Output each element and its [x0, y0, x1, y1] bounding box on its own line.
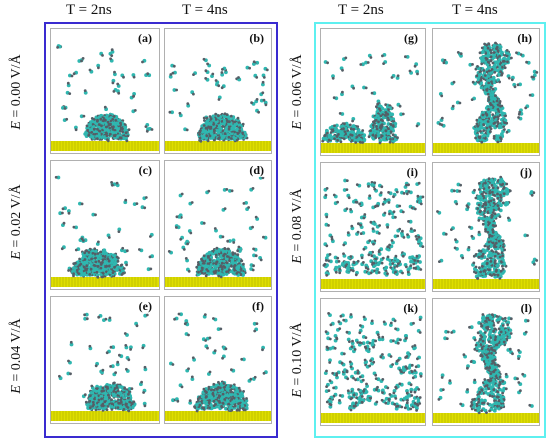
panel-letter: (e): [137, 299, 153, 313]
right-col-header-1: T = 2ns: [338, 2, 384, 18]
substrate-slab: [165, 141, 271, 151]
panel-j: (j): [432, 162, 540, 292]
field-value: = 0.04 V/Å: [9, 318, 24, 386]
panel-k: (k): [320, 298, 426, 426]
panel-g: (g): [320, 28, 426, 156]
field-symbol: E: [9, 385, 24, 394]
panel-letter: (i): [405, 165, 419, 179]
simulation-snapshot: [433, 175, 539, 289]
panel-c: (c): [50, 160, 160, 290]
field-value: = 0.02 V/Å: [9, 184, 24, 252]
substrate-slab: [321, 143, 425, 153]
left-figure-frame: [44, 22, 278, 438]
panel-letter: (k): [402, 301, 419, 315]
panel-letter: (h): [516, 31, 533, 45]
field-symbol: E: [9, 251, 24, 260]
simulation-snapshot: [51, 175, 159, 287]
substrate-slab: [321, 279, 425, 289]
simulation-snapshot: [433, 313, 539, 423]
panel-letter: (g): [403, 31, 419, 45]
left-col-header-2: T = 4ns: [182, 2, 228, 18]
panel-letter: (d): [248, 163, 265, 177]
substrate-slab: [433, 413, 539, 423]
panel-f: (f): [164, 296, 272, 424]
simulation-snapshot: [321, 312, 425, 423]
simulation-snapshot: [51, 312, 159, 421]
panel-letter: (j): [519, 165, 533, 179]
left-col-header-1: T = 2ns: [66, 2, 112, 18]
panel-e: (e): [50, 296, 160, 424]
substrate-slab: [321, 413, 425, 423]
panel-a: (a): [50, 28, 160, 154]
panel-letter: (f): [251, 299, 265, 313]
panel-i: (i): [320, 162, 426, 292]
field-symbol: E: [290, 389, 305, 398]
panel-b: (b): [164, 28, 272, 154]
panel-h: (h): [432, 28, 540, 156]
simulation-snapshot: [321, 53, 425, 153]
field-value: = 0.00 V/Å: [9, 54, 24, 122]
simulation-snapshot: [51, 44, 159, 151]
substrate-slab: [165, 411, 271, 421]
substrate-slab: [433, 279, 539, 289]
field-value: = 0.08 V/Å: [290, 188, 305, 256]
panel-letter: (l): [519, 301, 533, 315]
panel-d: (d): [164, 160, 272, 290]
panel-letter: (b): [248, 31, 265, 45]
simulation-snapshot: [165, 312, 271, 421]
panel-l: (l): [432, 298, 540, 426]
right-figure-frame: [314, 22, 546, 438]
simulation-snapshot: [165, 57, 271, 151]
field-value: = 0.10 V/Å: [290, 322, 305, 390]
panel-letter: (a): [137, 31, 153, 45]
panel-letter: (c): [137, 163, 153, 177]
field-symbol: E: [290, 121, 305, 130]
field-symbol: E: [290, 255, 305, 264]
substrate-slab: [165, 277, 271, 287]
simulation-snapshot: [321, 178, 425, 289]
field-value: = 0.06 V/Å: [290, 54, 305, 122]
simulation-snapshot: [433, 41, 539, 153]
substrate-slab: [433, 143, 539, 153]
field-symbol: E: [9, 121, 24, 130]
right-col-header-2: T = 4ns: [452, 2, 498, 18]
simulation-snapshot: [165, 175, 271, 287]
